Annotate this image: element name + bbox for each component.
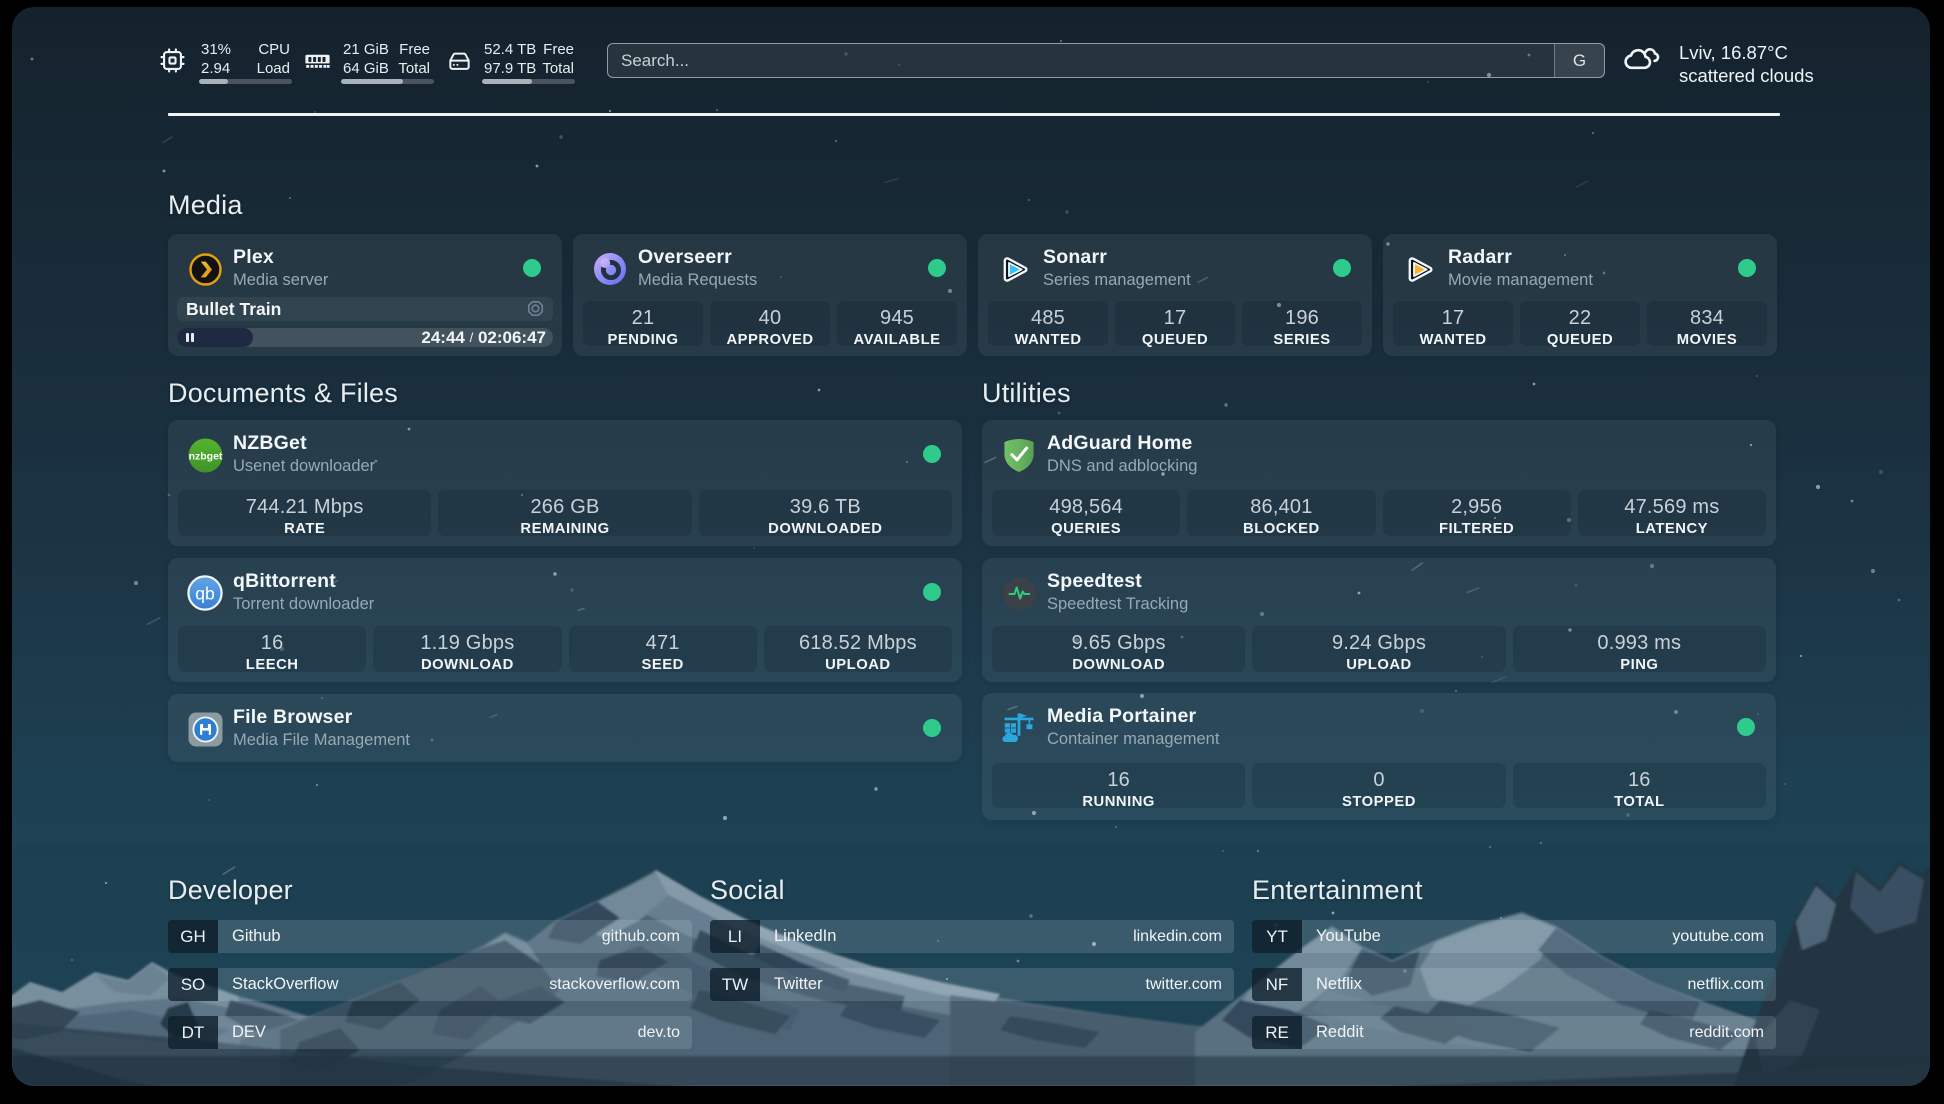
svg-text:qb: qb: [195, 584, 214, 604]
svg-text:nzbget: nzbget: [188, 450, 222, 462]
